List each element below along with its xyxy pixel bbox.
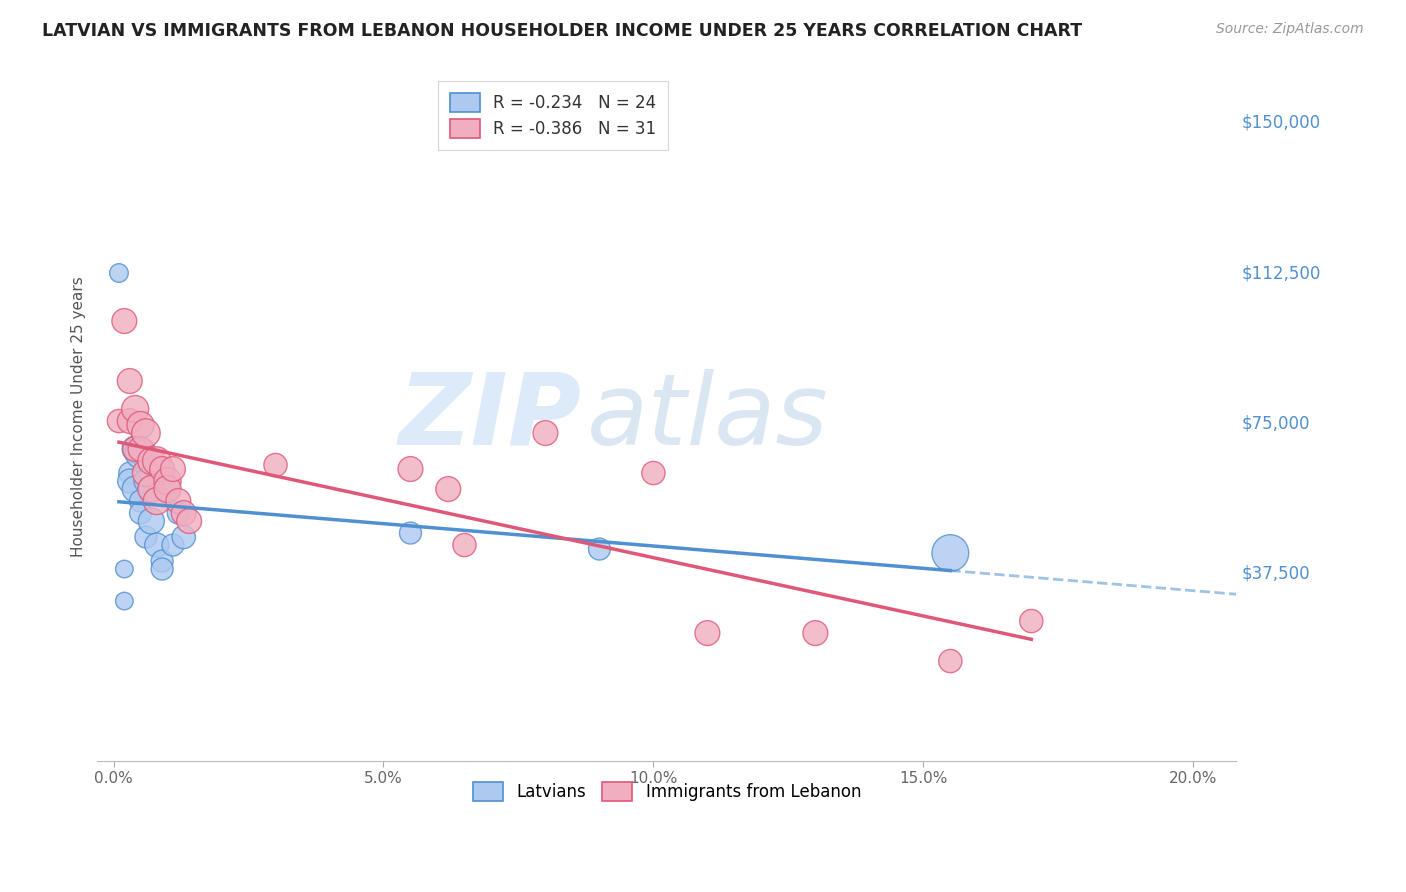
Point (156, 482, 179, 496)
Point (108, 266, 131, 280)
Point (112, 562, 135, 576)
Point (399, 526, 422, 541)
Point (145, 538, 167, 552)
Point (804, 626, 827, 640)
Point (150, 462, 173, 476)
Point (135, 466, 157, 480)
Point (162, 462, 184, 476)
Point (118, 474, 141, 488)
Point (141, 482, 163, 496)
Point (118, 374, 141, 388)
Legend: Latvians, Immigrants from Lebanon: Latvians, Immigrants from Lebanon (460, 769, 875, 814)
Point (939, 546, 962, 560)
Text: Source: ZipAtlas.com: Source: ZipAtlas.com (1216, 22, 1364, 37)
Point (124, 442, 146, 456)
Point (135, 474, 157, 488)
Point (162, 538, 184, 552)
Point (141, 482, 163, 496)
Y-axis label: Householder Income Under 25 years: Householder Income Under 25 years (72, 277, 86, 558)
Text: ZIP: ZIP (398, 368, 582, 466)
Point (437, 482, 460, 496)
Point (129, 442, 152, 456)
Point (156, 482, 179, 496)
Point (129, 417, 152, 432)
Point (399, 462, 422, 476)
Point (129, 494, 152, 508)
Point (1021, 614, 1043, 628)
Point (124, 402, 146, 417)
Point (534, 425, 557, 440)
Point (150, 562, 173, 576)
Point (112, 314, 135, 328)
Point (135, 530, 157, 544)
Point (453, 538, 475, 552)
Point (129, 506, 152, 520)
Point (167, 494, 190, 508)
Point (167, 506, 190, 520)
Point (118, 466, 141, 480)
Point (129, 446, 152, 460)
Point (150, 554, 173, 568)
Point (696, 626, 718, 640)
Text: atlas: atlas (588, 368, 828, 466)
Point (179, 514, 201, 528)
Point (173, 506, 195, 520)
Point (643, 466, 665, 480)
Point (141, 454, 163, 468)
Point (141, 514, 163, 528)
Point (135, 425, 157, 440)
Point (156, 474, 179, 488)
Point (939, 654, 962, 668)
Point (124, 482, 146, 496)
Point (124, 442, 146, 456)
Point (264, 458, 287, 472)
Text: LATVIAN VS IMMIGRANTS FROM LEBANON HOUSEHOLDER INCOME UNDER 25 YEARS CORRELATION: LATVIAN VS IMMIGRANTS FROM LEBANON HOUSE… (42, 22, 1083, 40)
Point (112, 594, 135, 608)
Point (145, 454, 167, 468)
Point (173, 530, 195, 544)
Point (145, 494, 167, 508)
Point (118, 414, 141, 428)
Point (588, 542, 610, 557)
Point (108, 414, 131, 428)
